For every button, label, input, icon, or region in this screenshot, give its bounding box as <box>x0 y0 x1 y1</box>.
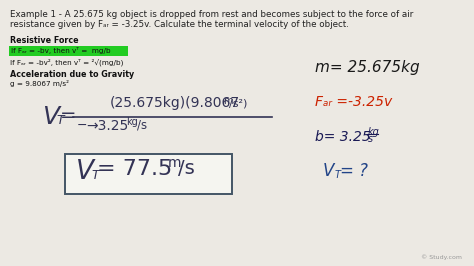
Text: Acceleration due to Gravity: Acceleration due to Gravity <box>10 70 134 79</box>
Text: kg: kg <box>126 117 138 127</box>
Text: b= 3.25: b= 3.25 <box>315 130 371 144</box>
Text: = ?: = ? <box>340 162 368 180</box>
FancyBboxPatch shape <box>65 154 232 194</box>
Text: m: m <box>168 156 182 170</box>
Text: If Fₐᵣ = -bv, then vᵀ =  mg/b: If Fₐᵣ = -bv, then vᵀ = mg/b <box>11 47 110 54</box>
Text: Example 1 - A 25.675 kg object is dropped from rest and becomes subject to the f: Example 1 - A 25.675 kg object is droppe… <box>10 10 413 19</box>
Text: resistance given by Fₐᵣ = -3.25v. Calculate the terminal velocity of the object.: resistance given by Fₐᵣ = -3.25v. Calcul… <box>10 20 349 29</box>
Text: T: T <box>335 170 341 180</box>
Text: kg: kg <box>368 127 380 137</box>
Text: →3.25: →3.25 <box>86 119 128 133</box>
FancyBboxPatch shape <box>9 45 128 56</box>
Text: Fₐᵣ =-3.25v: Fₐᵣ =-3.25v <box>315 95 392 109</box>
Text: V: V <box>323 162 334 180</box>
Text: © Study.com: © Study.com <box>421 254 462 260</box>
Text: m: m <box>223 96 233 106</box>
Text: m= 25.675kg: m= 25.675kg <box>315 60 419 75</box>
Text: If Fₐᵣ = -bv², then vᵀ = ²√(mg/b): If Fₐᵣ = -bv², then vᵀ = ²√(mg/b) <box>10 58 123 65</box>
Text: /s: /s <box>137 119 147 132</box>
Text: (25.675kg)(9.8067: (25.675kg)(9.8067 <box>110 96 240 110</box>
Text: s: s <box>368 134 373 144</box>
Text: −: − <box>77 119 88 132</box>
Text: Resistive Force: Resistive Force <box>10 36 79 45</box>
Text: /s²): /s²) <box>229 99 247 109</box>
Text: =: = <box>60 106 76 125</box>
Text: /s: /s <box>178 159 195 178</box>
Text: T: T <box>91 169 99 182</box>
Text: V: V <box>42 105 59 129</box>
Text: = 77.5: = 77.5 <box>97 159 172 179</box>
Text: T: T <box>56 114 64 127</box>
Text: V: V <box>76 159 94 185</box>
Text: g = 9.8067 m/s²: g = 9.8067 m/s² <box>10 80 69 87</box>
